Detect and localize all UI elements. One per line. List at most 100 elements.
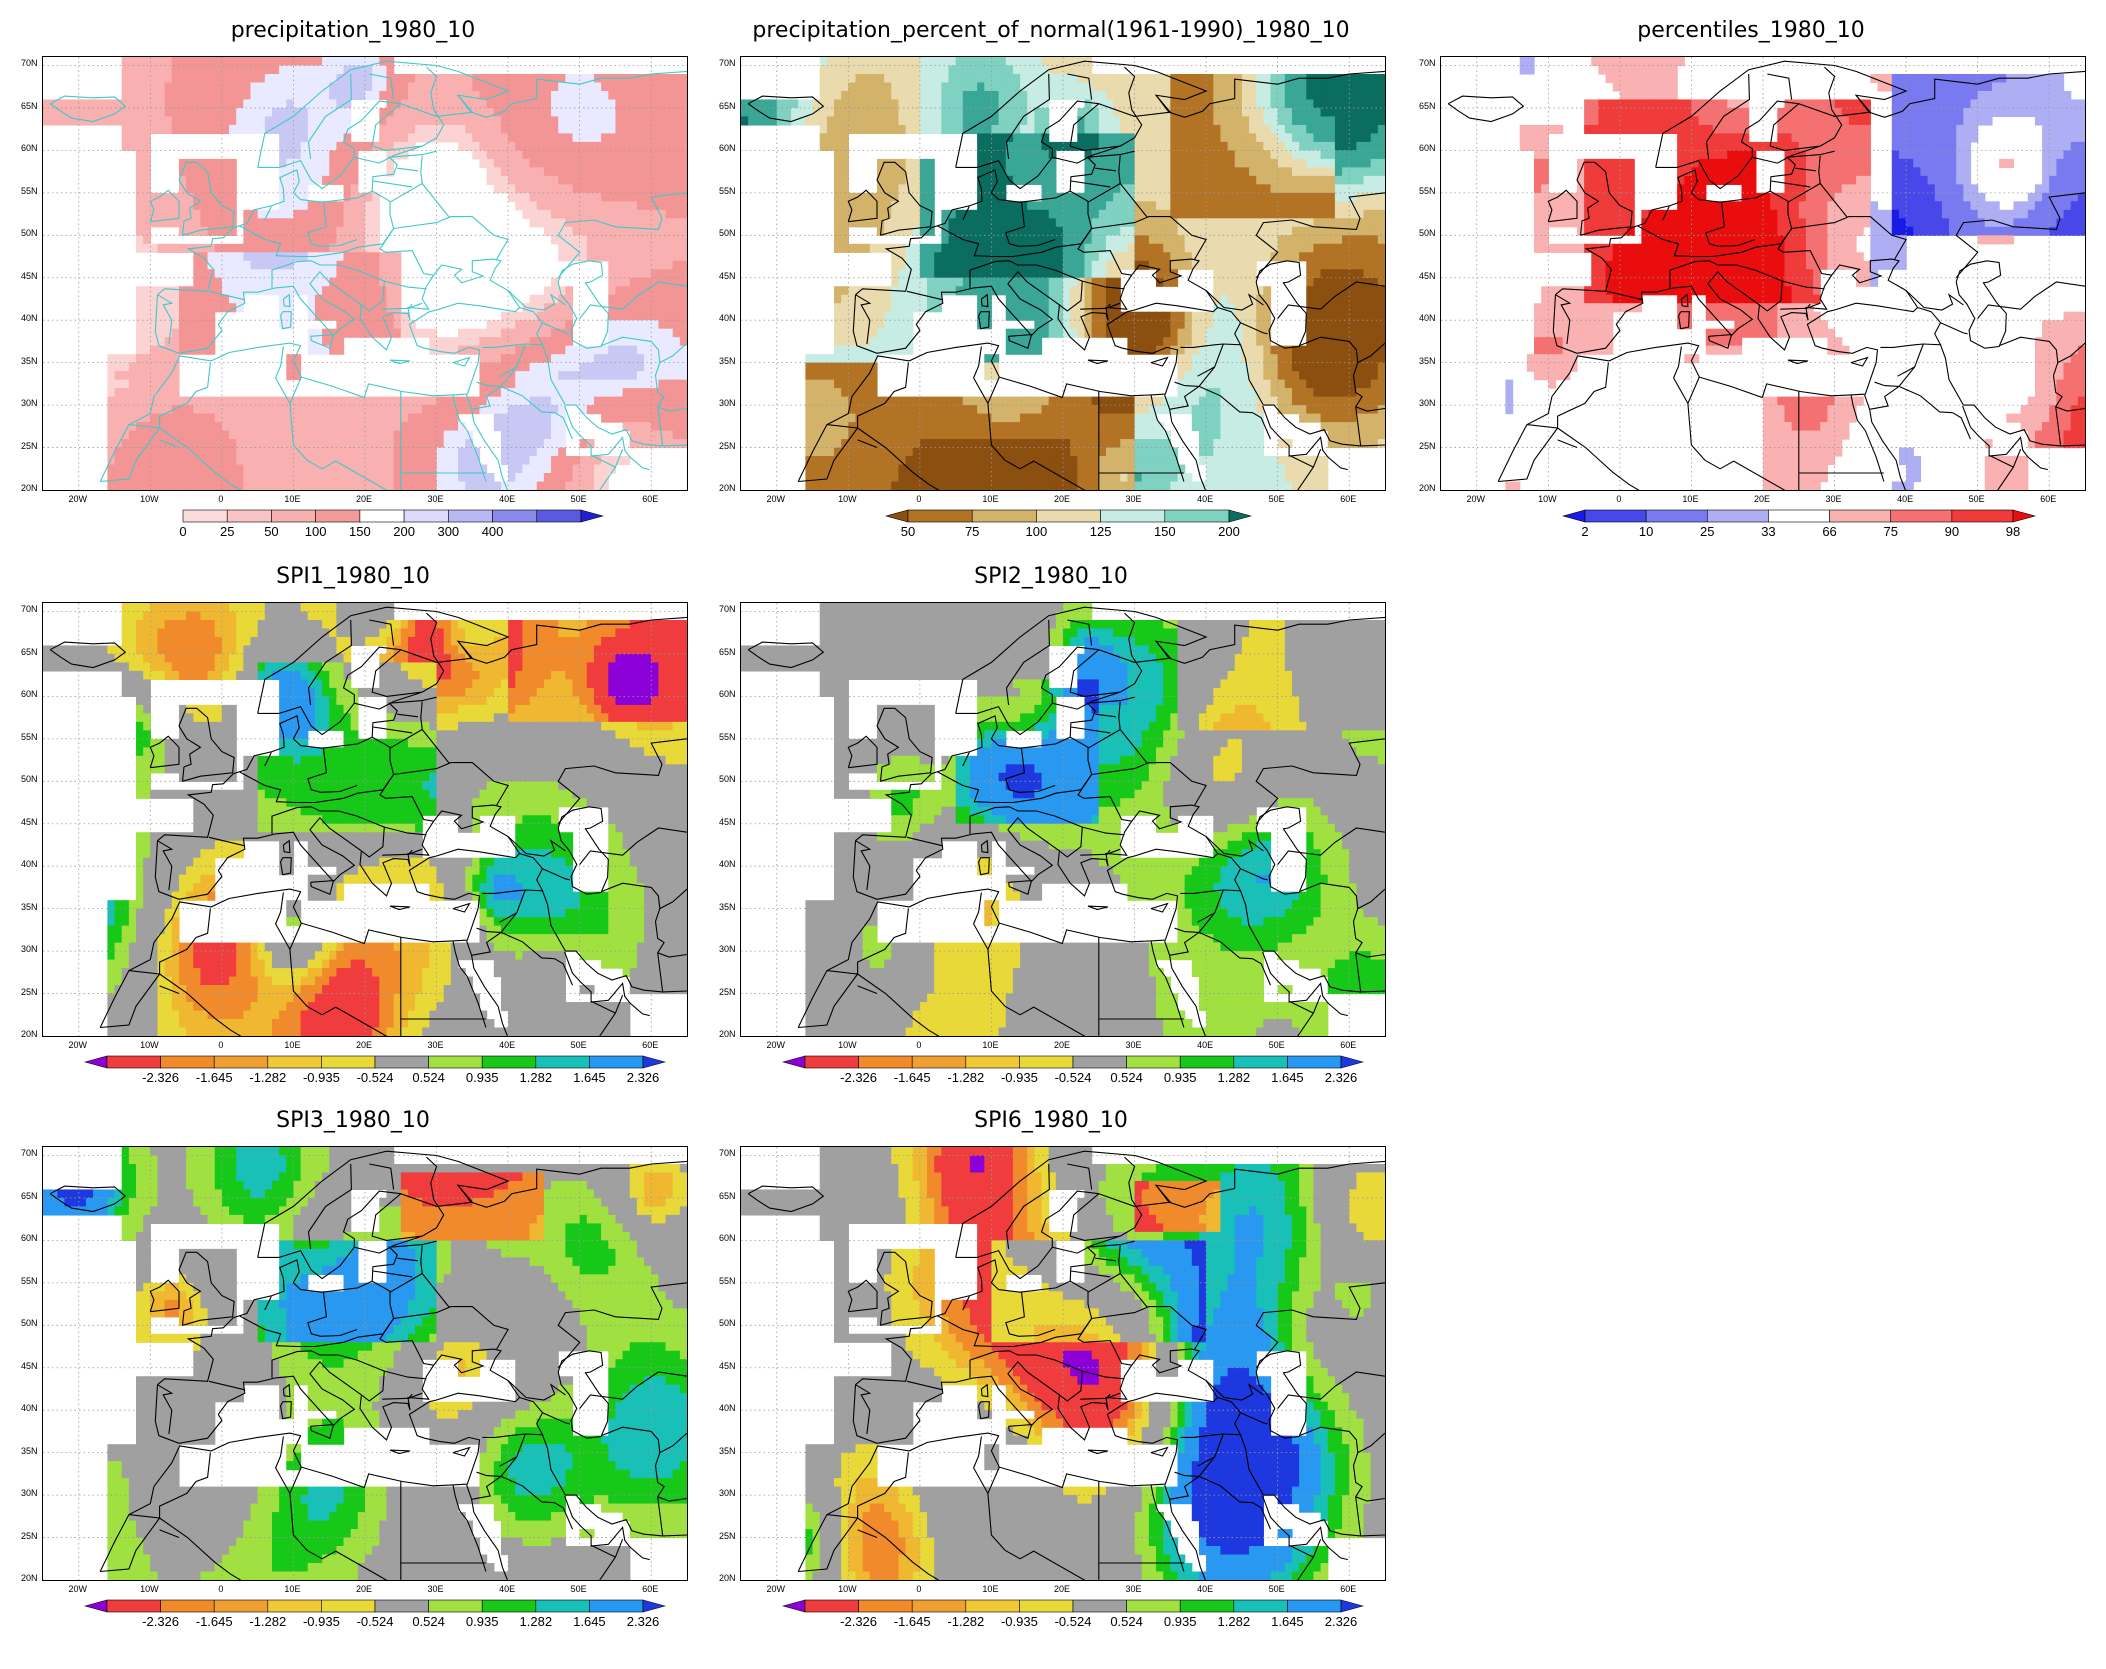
colorbar-segment (429, 1600, 483, 1612)
colorbar-segment (1019, 1056, 1073, 1068)
colorbar (885, 509, 1252, 523)
colorbar-segment (805, 1056, 859, 1068)
longitude-tick-label: 10W (838, 1040, 857, 1050)
colorbar-segment (448, 510, 492, 522)
map-frame (42, 602, 688, 1037)
longitude-tick-label: 50E (571, 494, 587, 504)
longitude-tick-label: 20W (69, 1040, 88, 1050)
latitude-tick-label: 55N (719, 186, 736, 196)
longitude-tick-label: 50E (1269, 1584, 1285, 1594)
colorbar-arrow-right (1229, 510, 1251, 522)
latitude-tick-label: 30N (21, 1488, 38, 1498)
latitude-tick-label: 50N (719, 1318, 736, 1328)
latitude-tick-label: 65N (21, 1191, 38, 1201)
longitude-tick-label: 20E (356, 494, 372, 504)
latitude-tick-label: 35N (21, 1446, 38, 1456)
latitude-tick-label: 30N (21, 398, 38, 408)
latitude-tick-label: 25N (719, 987, 736, 997)
longitude-tick-label: 20W (767, 1040, 786, 1050)
latitude-tick-label: 60N (21, 143, 38, 153)
colorbar-segment (1101, 510, 1165, 522)
latitude-tick-label: 70N (21, 58, 38, 68)
colorbar-label: 400 (482, 524, 504, 539)
panel-title: precipitation_percent_of_normal(1961-199… (718, 18, 1384, 43)
latitude-tick-label: 50N (719, 228, 736, 238)
latitude-tick-label: 45N (719, 271, 736, 281)
longitude-tick-label: 40E (499, 1584, 515, 1594)
latitude-tick-label: 55N (21, 732, 38, 742)
longitude-tick-label: 10E (284, 494, 300, 504)
latitude-tick-label: 40N (719, 859, 736, 869)
colorbar-arrow-left (783, 1056, 805, 1068)
longitude-tick-label: 50E (571, 1584, 587, 1594)
colorbar-label: 100 (305, 524, 327, 539)
longitude-tick-label: 50E (571, 1040, 587, 1050)
colorbar-segment (1165, 510, 1229, 522)
colorbar-arrow-left (85, 1600, 107, 1612)
latitude-tick-label: 40N (21, 859, 38, 869)
colorbar-label: 200 (393, 524, 415, 539)
latitude-tick-label: 50N (21, 228, 38, 238)
latitude-tick-label: 65N (719, 101, 736, 111)
colorbar-segment (1585, 510, 1646, 522)
latitude-tick-label: 65N (719, 1191, 736, 1201)
colorbar-label: 0.524 (412, 1070, 445, 1085)
latitude-tick-label: 35N (719, 1446, 736, 1456)
colorbar-label: -1.282 (249, 1070, 286, 1085)
latitude-tick-label: 20N (1419, 483, 1436, 493)
colorbar-segment (268, 1600, 322, 1612)
latitude-tick-label: 20N (21, 1573, 38, 1583)
longitude-tick-label: 20W (767, 1584, 786, 1594)
colorbar-segment (805, 1600, 859, 1612)
longitude-tick-label: 30E (1126, 494, 1142, 504)
longitude-tick-label: 0 (218, 1040, 223, 1050)
colorbar-label: 150 (349, 524, 371, 539)
shaded-field (1505, 57, 2085, 490)
colorbar-label: -0.524 (357, 1614, 394, 1629)
latitude-tick-label: 20N (719, 1029, 736, 1039)
colorbar-segment (1287, 1056, 1341, 1068)
colorbar-segment (1891, 510, 1952, 522)
colorbar-segment (972, 510, 1036, 522)
longitude-tick-label: 0 (916, 1584, 921, 1594)
colorbar-segment (404, 510, 448, 522)
colorbar-label: -0.524 (1055, 1614, 1092, 1629)
colorbar-label: 0.935 (466, 1070, 499, 1085)
latitude-tick-label: 25N (21, 441, 38, 451)
colorbar-label: -1.645 (196, 1070, 233, 1085)
longitude-tick-label: 20E (1054, 1584, 1070, 1594)
longitude-tick-label: 10W (1538, 494, 1557, 504)
colorbar-label: 1.282 (1218, 1070, 1251, 1085)
colorbar-label: 1.645 (573, 1614, 606, 1629)
map-field (741, 603, 1385, 1036)
colorbar-segment (589, 1056, 643, 1068)
colorbar-label: -1.282 (249, 1614, 286, 1629)
latitude-tick-label: 60N (719, 1233, 736, 1243)
colorbar (1562, 509, 2036, 523)
longitude-tick-label: 40E (1197, 1584, 1213, 1594)
colorbar-label: 150 (1154, 524, 1176, 539)
colorbar (84, 1055, 666, 1069)
colorbar-segment (375, 1600, 429, 1612)
longitude-tick-label: 60E (2040, 494, 2056, 504)
panel-percent-of-normal: precipitation_percent_of_normal(1961-199… (718, 20, 1384, 579)
colorbar-arrow-right (1341, 1056, 1363, 1068)
latitude-tick-label: 70N (1419, 58, 1436, 68)
colorbar-label: 0.524 (1110, 1614, 1143, 1629)
colorbar-label: 90 (1945, 524, 1959, 539)
colorbar-segment (161, 1600, 215, 1612)
longitude-tick-label: 60E (642, 494, 658, 504)
colorbar-segment (316, 510, 360, 522)
longitude-tick-label: 10E (1682, 494, 1698, 504)
latitude-tick-label: 30N (21, 944, 38, 954)
latitude-tick-label: 55N (1419, 186, 1436, 196)
latitude-tick-label: 20N (21, 483, 38, 493)
latitude-tick-label: 65N (21, 101, 38, 111)
colorbar-label: 2 (1581, 524, 1588, 539)
colorbar-segment (360, 510, 404, 522)
latitude-tick-label: 35N (719, 902, 736, 912)
colorbar-segment (1073, 1600, 1127, 1612)
colorbar-segment (321, 1600, 375, 1612)
latitude-tick-label: 70N (719, 1148, 736, 1158)
